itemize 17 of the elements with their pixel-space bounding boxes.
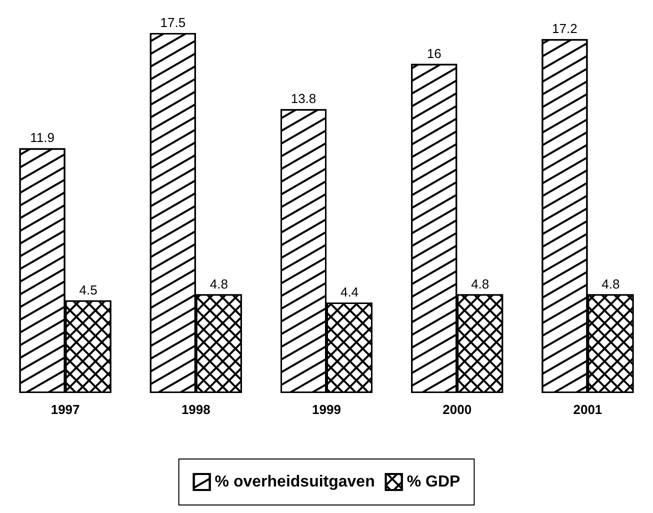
legend-label: % GDP	[406, 474, 461, 490]
data-label: 13.8	[290, 91, 316, 106]
data-label: 17.2	[552, 21, 578, 36]
data-label: 4.8	[602, 276, 620, 292]
data-label: 17.5	[160, 15, 186, 30]
data-label: 4.5	[79, 282, 98, 298]
x-tick-label: 2000	[442, 402, 472, 417]
x-tick-label: 2001	[573, 402, 602, 417]
data-label: 11.9	[30, 130, 54, 146]
data-label: 4.8	[210, 276, 228, 292]
data-label: 4.4	[340, 284, 359, 300]
x-tick-label: 1998	[181, 402, 210, 417]
legend-label: % overheidsuitgaven	[214, 474, 375, 490]
data-label: 4.8	[471, 276, 490, 292]
data-label: 16	[426, 46, 442, 61]
x-tick-label: 1997	[50, 402, 80, 417]
x-tick-label: 1999	[312, 402, 341, 417]
